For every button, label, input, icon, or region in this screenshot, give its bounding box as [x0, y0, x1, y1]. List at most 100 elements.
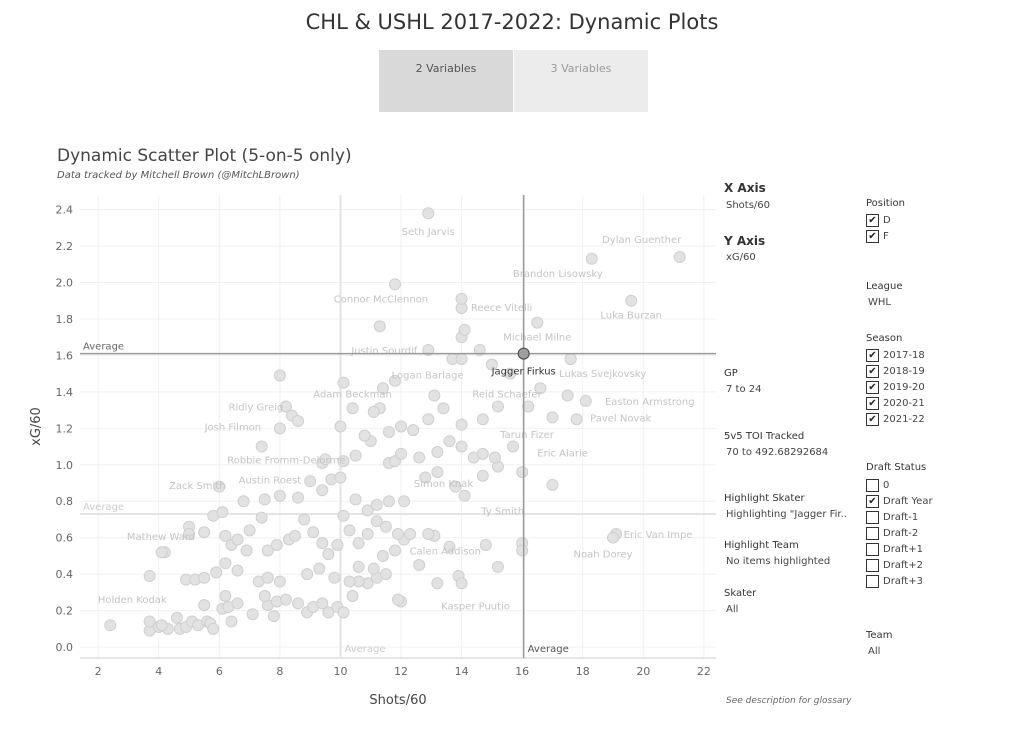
- player-label: Calen Addison: [410, 546, 481, 557]
- y-tick-label: 1.0: [56, 459, 74, 472]
- draft-status-option[interactable]: Draft-1: [866, 510, 918, 525]
- data-point: [379, 520, 392, 533]
- data-point: [198, 526, 211, 539]
- player-label: Justin Sourdif: [350, 346, 418, 357]
- data-point: [352, 560, 365, 573]
- position-option[interactable]: ✔ D: [866, 213, 891, 228]
- data-point: [431, 577, 444, 590]
- league-filter-value[interactable]: WHL: [868, 297, 891, 308]
- checkbox-checked-icon[interactable]: ✔: [866, 349, 879, 362]
- data-point: [370, 515, 383, 528]
- data-point: [246, 608, 259, 621]
- x-tick-label: 14: [455, 665, 469, 678]
- x-axis-value[interactable]: Shots/60: [726, 200, 771, 211]
- season-option-label: 2021-22: [883, 414, 925, 425]
- gp-value[interactable]: 7 to 24: [726, 384, 762, 395]
- checkbox-empty-icon[interactable]: [866, 575, 879, 588]
- player-label: Connor McClennon: [334, 294, 428, 305]
- data-point: [422, 413, 435, 426]
- checkbox-empty-icon[interactable]: [866, 527, 879, 540]
- season-option[interactable]: ✔ 2021-22: [866, 412, 925, 427]
- tab-3-variables[interactable]: 3 Variables: [514, 50, 648, 112]
- data-point: [455, 353, 468, 366]
- checkbox-checked-icon[interactable]: ✔: [866, 397, 879, 410]
- data-point: [231, 597, 244, 610]
- data-point: [273, 489, 286, 502]
- player-label: Holden Kodak: [98, 595, 167, 606]
- data-point: [455, 577, 468, 590]
- checkbox-checked-icon[interactable]: ✔: [866, 230, 879, 243]
- checkbox-checked-icon[interactable]: ✔: [866, 495, 879, 508]
- checkbox-empty-icon[interactable]: [866, 559, 879, 572]
- checkbox-checked-icon[interactable]: ✔: [866, 381, 879, 394]
- checkbox-empty-icon[interactable]: [866, 543, 879, 556]
- season-option[interactable]: ✔ 2018-19: [866, 364, 925, 379]
- data-point: [388, 278, 401, 291]
- data-point: [607, 531, 620, 544]
- player-label: Ty Smith: [480, 506, 524, 517]
- data-point: [376, 382, 389, 395]
- skater-filter-value[interactable]: All: [726, 604, 739, 615]
- player-label: Mathew Ward: [127, 532, 195, 543]
- chart-heading: Dynamic Scatter Plot (5-on-5 only): [57, 146, 352, 166]
- data-point: [240, 544, 253, 557]
- data-point: [546, 478, 559, 491]
- player-label: Noah Dorey: [574, 550, 633, 561]
- checkbox-checked-icon[interactable]: ✔: [866, 214, 879, 227]
- draft-status-option-label: Draft+2: [883, 560, 923, 571]
- faded-y-average-label: Average: [83, 502, 124, 513]
- data-point: [422, 207, 435, 220]
- data-point: [183, 528, 196, 541]
- data-point: [437, 402, 450, 415]
- data-point: [367, 405, 380, 418]
- data-point: [488, 451, 501, 464]
- highlight-team-input[interactable]: No items highlighted: [726, 556, 831, 567]
- data-point: [404, 528, 417, 541]
- season-option[interactable]: ✔ 2017-18: [866, 348, 925, 363]
- data-point: [376, 549, 389, 562]
- data-point: [458, 489, 471, 502]
- tab-2-variables[interactable]: 2 Variables: [379, 50, 513, 112]
- draft-status-option[interactable]: Draft+3: [866, 574, 923, 589]
- skater-filter-label: Skater: [724, 588, 757, 599]
- draft-status-option[interactable]: Draft+1: [866, 542, 923, 557]
- draft-status-option[interactable]: 0: [866, 478, 889, 493]
- highlight-skater-input[interactable]: Highlighting "Jagger Fir..: [726, 509, 847, 520]
- data-point: [476, 469, 489, 482]
- player-label: Easton Armstrong: [605, 397, 695, 408]
- checkbox-checked-icon[interactable]: ✔: [866, 413, 879, 426]
- season-option[interactable]: ✔ 2019-20: [866, 380, 925, 395]
- data-point: [349, 493, 362, 506]
- data-point: [361, 528, 374, 541]
- y-tick-label: 1.8: [56, 313, 74, 326]
- draft-status-option-label: Draft+1: [883, 544, 923, 555]
- position-option[interactable]: ✔ F: [866, 229, 889, 244]
- data-point: [431, 466, 444, 479]
- data-point: [349, 449, 362, 462]
- player-label: Eric Alarie: [537, 449, 588, 460]
- checkbox-checked-icon[interactable]: ✔: [866, 365, 879, 378]
- season-filter-title: Season: [866, 333, 903, 344]
- checkbox-empty-icon[interactable]: [866, 511, 879, 524]
- data-point: [395, 420, 408, 433]
- toi-value[interactable]: 70 to 492.68292684: [726, 447, 829, 458]
- player-label: Logan Barlage: [392, 371, 464, 382]
- data-point: [346, 590, 359, 603]
- draft-status-option-label: Draft-1: [883, 512, 919, 523]
- y-axis-value[interactable]: xG/60: [726, 252, 756, 263]
- data-point: [292, 415, 305, 428]
- draft-status-option[interactable]: Draft+2: [866, 558, 923, 573]
- data-point: [231, 564, 244, 577]
- highlighted-point[interactable]: [517, 347, 530, 360]
- draft-status-option[interactable]: ✔ Draft Year: [866, 494, 933, 509]
- season-option[interactable]: ✔ 2020-21: [866, 396, 925, 411]
- data-point: [143, 615, 156, 628]
- data-point: [304, 475, 317, 488]
- checkbox-empty-icon[interactable]: [866, 479, 879, 492]
- team-filter-value[interactable]: All: [868, 646, 881, 657]
- draft-status-option-label: 0: [883, 480, 890, 491]
- data-point: [673, 250, 686, 263]
- data-point: [267, 610, 280, 623]
- draft-status-option[interactable]: Draft-2: [866, 526, 918, 541]
